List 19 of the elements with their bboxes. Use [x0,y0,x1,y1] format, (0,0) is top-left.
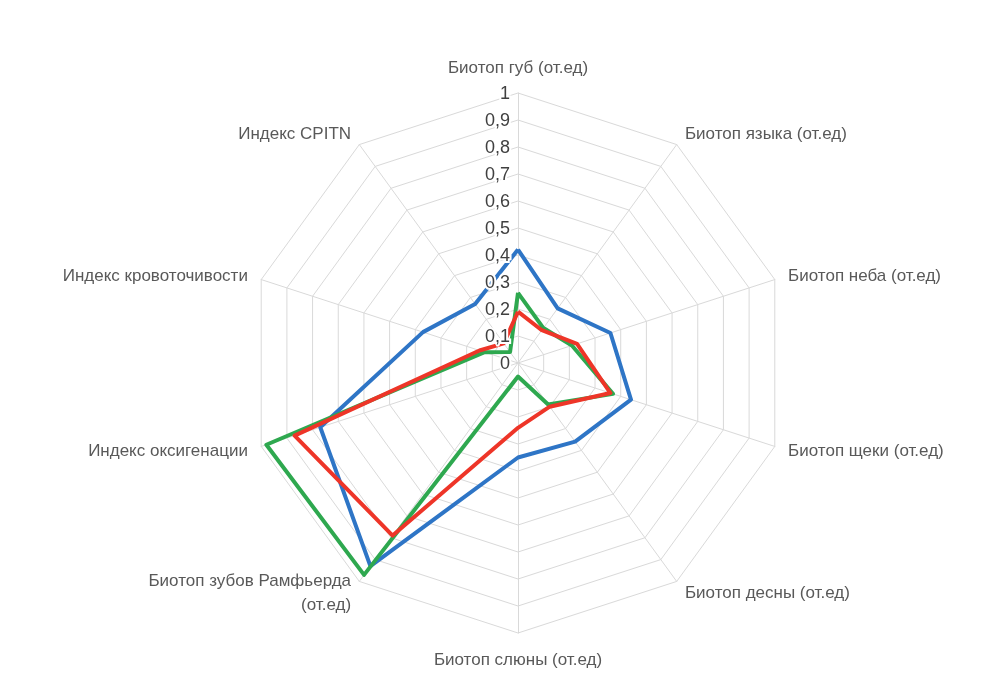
y-tick-label: 0,5 [484,218,510,238]
y-tick-label: 0,2 [484,299,510,319]
y-tick-label: 0,9 [484,110,510,130]
y-tick-label: 0,7 [484,164,510,184]
spoke-label: Индекс CPITN [238,123,352,143]
spoke-label: Биотоп зубов Рамфьерда (от.ед) [148,571,352,615]
y-tick-label: 0,8 [484,137,510,157]
spoke-label: Индекс оксигенации [88,441,248,461]
spoke-label: Биотоп щеки (от.ед) [788,441,944,461]
spoke-label: Биотоп слюны (от.ед) [433,649,603,669]
y-tick-label: 1 [499,83,510,103]
spoke-label: Биотоп языка (от.ед) [684,123,847,143]
y-tick-label: 0,6 [484,191,510,211]
spoke-label: Биотоп неба (от.ед) [788,265,942,285]
y-tick-label: 0 [499,353,510,373]
y-tick-label: 0,4 [484,245,510,265]
spoke-label: Биотоп губ (от.ед) [447,57,589,77]
spoke-label: Биотоп десны (от.ед) [684,583,850,603]
spoke-label: Индекс кровоточивости [62,265,248,285]
